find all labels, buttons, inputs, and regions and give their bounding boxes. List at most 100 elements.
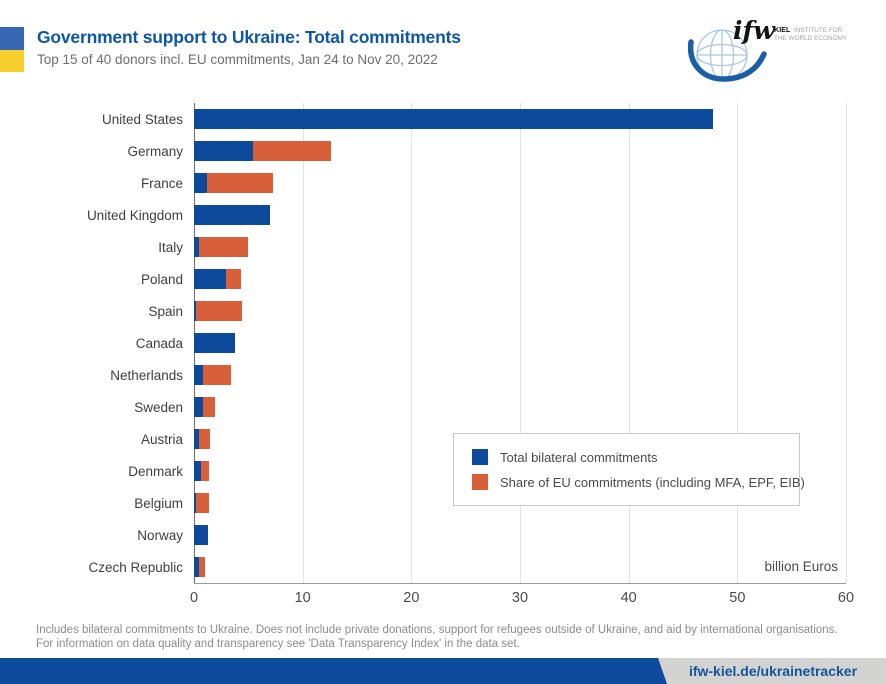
stacked-bar <box>194 237 249 257</box>
bar-segment-eu-share <box>199 429 211 449</box>
bar-segment-bilateral <box>194 461 201 481</box>
legend-item-eu-share: Share of EU commitments (including MFA, … <box>472 474 805 490</box>
x-tick-label: 20 <box>403 590 420 606</box>
chart-row: United States <box>0 103 886 135</box>
gridline <box>628 103 630 583</box>
chart-row: France <box>0 167 886 199</box>
bar-segment-bilateral <box>194 429 200 449</box>
legend-swatch-orange <box>472 474 488 490</box>
stacked-bar <box>194 365 231 385</box>
chart-row: Denmark <box>0 455 886 487</box>
footnote-line-2: For information on data quality and tran… <box>36 637 520 650</box>
page-title: Government support to Ukraine: Total com… <box>37 27 461 47</box>
bottom-bar: ifw-kiel.de/ukrainetracker <box>0 658 886 684</box>
x-axis-ticks: 0 10 20 30 40 50 60 <box>0 590 886 608</box>
bar-segment-eu-share <box>225 269 241 289</box>
gridline <box>520 103 521 583</box>
bar-segment-eu-share <box>199 237 249 257</box>
footnote: Includes bilateral commitments to Ukrain… <box>36 624 838 651</box>
stacked-bar <box>194 301 242 321</box>
stacked-bar <box>194 333 236 353</box>
category-label: Italy <box>158 239 183 255</box>
bar-segment-bilateral <box>194 493 197 513</box>
chart-row: Poland <box>0 263 886 295</box>
bar-segment-eu-share <box>207 173 274 193</box>
bar-segment-bilateral <box>194 397 203 417</box>
category-label: Czech Republic <box>88 559 183 575</box>
bar-segment-bilateral <box>194 365 203 385</box>
bar-segment-bilateral <box>194 173 208 193</box>
chart-row: Austria <box>0 423 886 455</box>
category-label: Poland <box>140 271 183 287</box>
bottom-bar-blue-stripe <box>0 658 667 684</box>
ifw-kiel-logo: ifw KIEL INSTITUTE FOR THE WORLD ECONOMY <box>688 20 848 82</box>
bar-segment-eu-share <box>252 141 331 161</box>
x-tick-label: 30 <box>511 590 529 606</box>
bar-segment-eu-share <box>202 365 231 385</box>
category-label: France <box>140 175 183 191</box>
x-tick-label: 50 <box>729 590 746 606</box>
category-label: Sweden <box>134 399 183 415</box>
bar-chart: United States Germany France United Kingdom… <box>0 103 886 583</box>
stacked-bar <box>194 173 274 193</box>
stacked-bar <box>194 429 211 449</box>
gridline <box>411 103 413 583</box>
tracker-url-link[interactable]: ifw-kiel.de/ukrainetracker <box>688 663 858 679</box>
bar-segment-bilateral <box>194 557 200 577</box>
category-label: United Kingdom <box>86 207 183 223</box>
bar-segment-bilateral <box>194 109 714 129</box>
bar-segment-bilateral <box>194 301 197 321</box>
flag-blue-half <box>0 27 24 50</box>
x-tick-label: 10 <box>294 590 311 606</box>
x-tick-label: 0 <box>189 590 199 606</box>
chart-row: Norway <box>0 519 886 551</box>
gridline <box>302 103 304 583</box>
category-label: Austria <box>140 431 183 447</box>
bar-segment-bilateral <box>194 205 271 225</box>
category-label: Canada <box>135 335 183 351</box>
category-label: United States <box>101 111 183 127</box>
ukraine-flag-icon <box>0 27 24 72</box>
bar-segment-bilateral <box>194 269 226 289</box>
chart-row: Spain <box>0 295 886 327</box>
chart-row: Italy <box>0 231 886 263</box>
bar-segment-eu-share <box>200 461 210 481</box>
bar-segment-eu-share <box>196 493 210 513</box>
category-label: Norway <box>137 527 183 543</box>
chart-row: Belgium <box>0 487 886 519</box>
legend-label: Share of EU commitments (including MFA, … <box>500 474 805 490</box>
logo-wordmark: ifw <box>733 20 776 45</box>
bar-segment-eu-share <box>196 301 242 321</box>
stacked-bar <box>194 269 241 289</box>
stacked-bar <box>194 141 331 161</box>
bar-segment-bilateral <box>194 141 253 161</box>
bar-segment-bilateral <box>194 237 200 257</box>
legend-label: Total bilateral commitments <box>500 449 658 465</box>
legend: Total bilateral commitments Share of EU … <box>453 433 805 506</box>
category-label: Denmark <box>128 463 183 479</box>
chart-row: United Kingdom <box>0 199 886 231</box>
chart-row: Czech Republic <box>0 551 886 583</box>
x-tick-label: 40 <box>620 590 637 606</box>
chart-row: Canada <box>0 327 886 359</box>
logo-kiel-text: KIEL <box>774 25 791 34</box>
chart-row: Sweden <box>0 391 886 423</box>
legend-item-bilateral: Total bilateral commitments <box>472 449 799 465</box>
axis-unit-label: billion Euros <box>764 559 838 574</box>
logo-institute-text: INSTITUTE FOR <box>794 27 843 34</box>
category-label: Belgium <box>134 495 183 511</box>
chart-row: Netherlands <box>0 359 886 391</box>
gridline <box>737 103 739 583</box>
stacked-bar <box>194 557 205 577</box>
flag-yellow-half <box>0 49 24 72</box>
gridline <box>846 103 847 583</box>
logo-economy-text: THE WORLD ECONOMY <box>774 35 848 42</box>
category-label: Netherlands <box>110 367 183 383</box>
bar-segment-eu-share <box>199 557 205 577</box>
stacked-bar <box>194 525 209 545</box>
bar-segment-eu-share <box>202 397 215 417</box>
category-label: Germany <box>127 143 183 159</box>
footnote-line-1: Includes bilateral commitments to Ukrain… <box>36 624 838 636</box>
swoosh-icon <box>688 39 767 82</box>
stacked-bar <box>194 205 271 225</box>
